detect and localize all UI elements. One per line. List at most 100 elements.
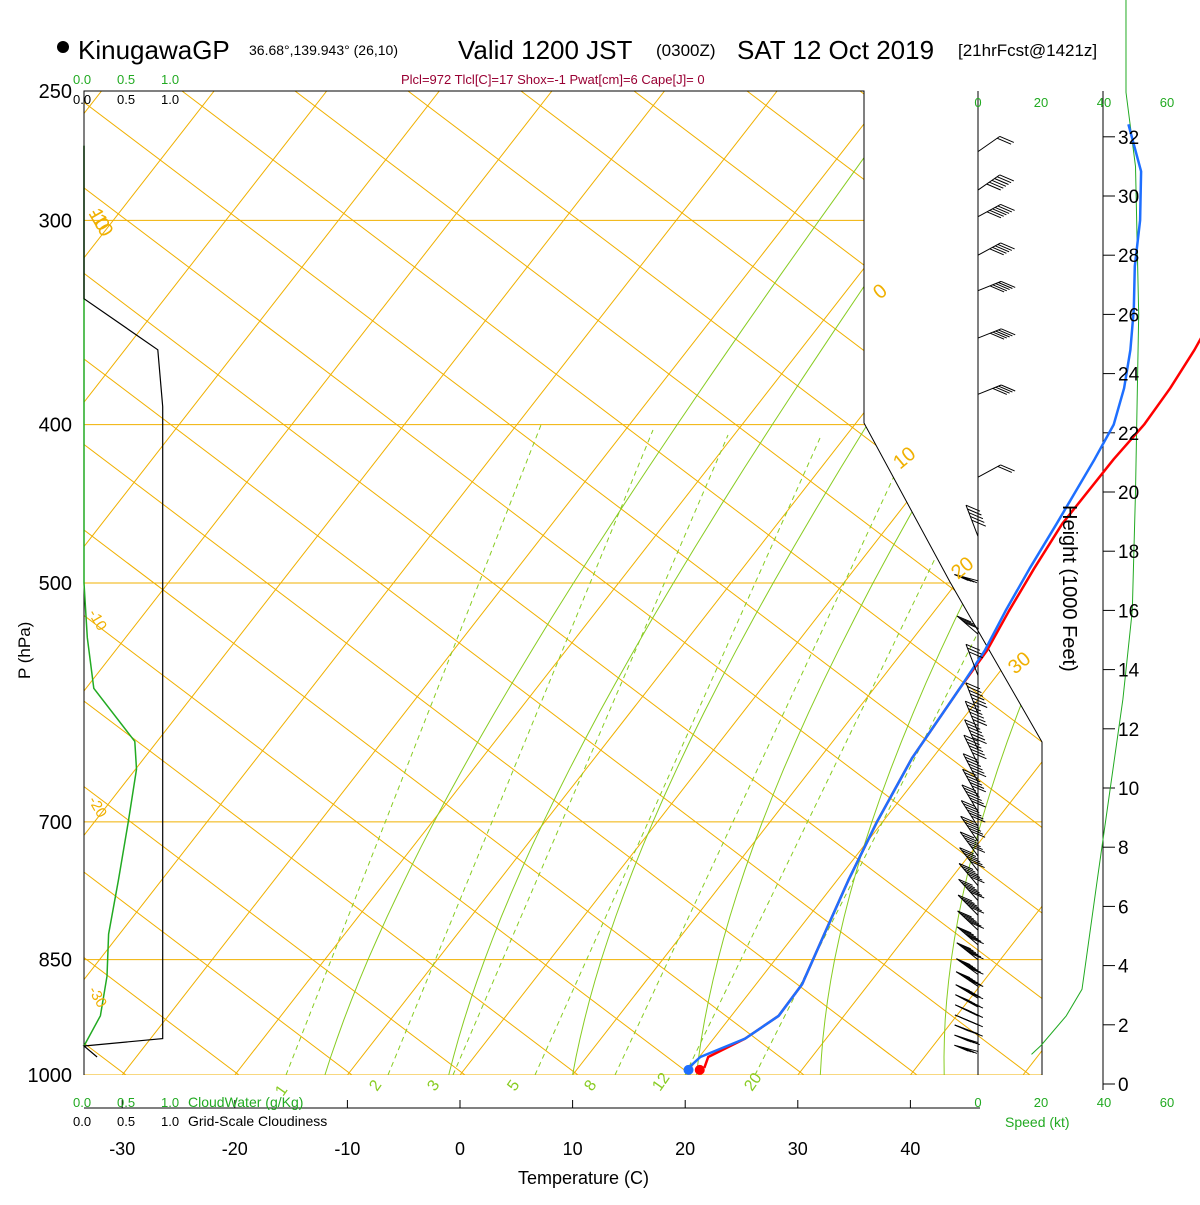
cloud-axis-label: 0.5 [117, 1095, 135, 1110]
wind-barb-feather [963, 900, 977, 906]
mixing-ratio-label: 12 [649, 1070, 673, 1094]
mixing-ratio-label: 2 [366, 1077, 385, 1094]
station-marker [57, 41, 69, 53]
wind-barb-feather [969, 1030, 983, 1036]
height-tick-label: 22 [1118, 424, 1139, 445]
dry-adiabat-line [0, 91, 13, 1075]
speed-tick-label: 20 [1034, 95, 1048, 110]
wind-barb-feather [961, 898, 975, 904]
x-tick-label: 20 [675, 1139, 695, 1159]
x-tick-label: -30 [109, 1139, 135, 1159]
mixing-ratio-label: 5 [504, 1077, 523, 1094]
wind-barb-feather [969, 1012, 983, 1018]
adiabat-label: 10 [889, 443, 920, 474]
pressure-label: 1000 [28, 1065, 73, 1087]
adiabat-label: 30 [1004, 648, 1035, 679]
height-tick-label: 0 [1118, 1075, 1129, 1096]
wind-barb-feather [969, 993, 983, 999]
pressure-label: 250 [39, 81, 72, 103]
cloudwater-profile [84, 146, 137, 1046]
height-tick-label: 18 [1118, 542, 1139, 563]
valid-date: SAT 12 Oct 2019 [737, 35, 934, 65]
height-tick-label: 24 [1118, 365, 1140, 386]
wind-barb-feather [1000, 175, 1014, 181]
cloud-axis-label: 1.0 [161, 92, 179, 107]
height-tick-label: 14 [1118, 661, 1140, 682]
wind-barb-feather [970, 892, 984, 898]
cloud-axis-label: 0.5 [117, 1114, 135, 1129]
speed-tick-label: 60 [1160, 95, 1174, 110]
text-layer: KinugawaGP 36.68°,139.943° (26,10) Valid… [15, 35, 1174, 1188]
cloud-axis-label: 0.0 [73, 92, 91, 107]
height-tick-label: 26 [1118, 305, 1139, 326]
surface-dewpoint-dot [684, 1065, 694, 1075]
height-tick-label: 16 [1118, 601, 1139, 622]
mixing-ratio-line [615, 442, 910, 1075]
y-axis-label: P (hPa) [15, 622, 34, 679]
isotherm-line [1023, 91, 1200, 1075]
x-tick-label: 0 [455, 1139, 465, 1159]
cloud-axis-label: 1.0 [161, 1095, 179, 1110]
stability-indices: Plcl=972 Tlcl[C]=17 Shox=-1 Pwat[cm]=6 C… [401, 72, 705, 87]
cloud-axis-label: 0.5 [117, 92, 135, 107]
wind-barb-feather [992, 180, 1006, 186]
wind-barb-feather [969, 1002, 983, 1008]
wind-barb-feather [989, 182, 1003, 188]
wind-barb-feather [1001, 204, 1015, 210]
cloud-axis-label: 0.0 [73, 72, 91, 87]
wind-barb-feather [990, 249, 1004, 255]
cloud-axis-label: 1.0 [161, 72, 179, 87]
mixing-ratio-line [685, 445, 990, 1075]
mixing-ratio-label: 20 [741, 1070, 765, 1094]
speed-tick-label: 0 [974, 1095, 981, 1110]
height-tick-label: 10 [1118, 779, 1139, 800]
speed-tick-label: 60 [1160, 1095, 1174, 1110]
wind-barb-staff [978, 385, 1001, 394]
wind-barb-feather [963, 884, 977, 890]
x-tick-label: -20 [222, 1139, 248, 1159]
wind-barb-feather [987, 184, 1001, 190]
wind-barb-staff [978, 136, 1000, 151]
background-lines [0, 91, 1200, 1108]
forecast-info: [21hrFcst@1421z] [958, 41, 1097, 60]
cloud-axis-label: 0.0 [73, 1114, 91, 1129]
wind-speed-profile [1032, 0, 1139, 1054]
cloud-axis-label: 0.0 [73, 1095, 91, 1110]
height-tick-label: 32 [1118, 128, 1139, 149]
x-tick-label: 40 [900, 1139, 920, 1159]
wind-barb-feather [1001, 465, 1015, 471]
wind-barb-feather [958, 895, 972, 901]
wind-barb-feather [970, 907, 984, 913]
height-tick-label: 30 [1118, 187, 1139, 208]
mixing-ratio-line [388, 430, 653, 1075]
wind-barb-feather [997, 138, 1011, 144]
wind-barb-feather [995, 179, 1009, 185]
height-axis-label: Height (1000 Feet) [1058, 505, 1080, 672]
adiabat-label: -30 [85, 984, 111, 1011]
height-tick-label: 8 [1118, 838, 1129, 859]
wind-barb-feather [992, 247, 1006, 253]
isotherm-line [1136, 91, 1200, 1075]
wind-barb-feather [998, 206, 1012, 212]
mixing-ratio-label: 8 [581, 1077, 600, 1094]
x-tick-label: -10 [334, 1139, 360, 1159]
speed-tick-label: 40 [1097, 95, 1111, 110]
wind-barb-feather [965, 902, 979, 908]
valid-time: Valid 1200 JST [458, 35, 633, 65]
height-tick-label: 2 [1118, 1016, 1129, 1037]
height-tick-label: 4 [1118, 957, 1129, 978]
pressure-label: 850 [39, 950, 72, 972]
height-tick-label: 6 [1118, 897, 1129, 918]
height-tick-label: 20 [1118, 483, 1139, 504]
wind-barb-feather [1000, 136, 1014, 142]
cloudiness-label: Grid-Scale Cloudiness [188, 1113, 327, 1129]
x-tick-label: 30 [788, 1139, 808, 1159]
cloud-axis-label: 1.0 [161, 1114, 179, 1129]
pressure-label: 300 [39, 210, 72, 232]
adiabat-label: 0 [869, 280, 892, 304]
x-axis-label: Temperature (C) [518, 1168, 649, 1188]
pressure-label: 400 [39, 415, 72, 437]
pressure-label: 700 [39, 812, 72, 834]
